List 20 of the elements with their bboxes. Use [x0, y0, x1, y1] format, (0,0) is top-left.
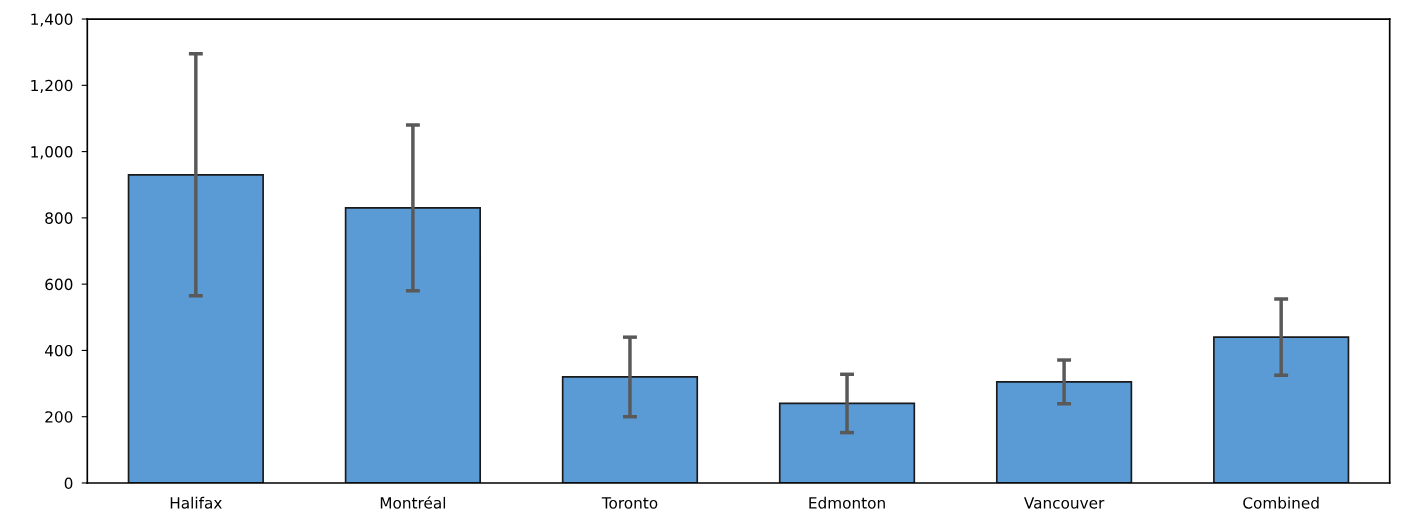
bar — [561, 376, 699, 483]
y-tick-label: 800 — [45, 212, 73, 224]
bar — [995, 381, 1133, 483]
y-tick-label: 400 — [44, 344, 73, 357]
y-tick-label: 1,400 — [31, 13, 73, 27]
x-tick-label: Vancouver — [1023, 497, 1105, 509]
x-tick-label: Toronto — [601, 497, 658, 509]
x-tick-label: Edmonton — [809, 496, 885, 509]
x-tick-label: Montréal — [380, 496, 446, 509]
x-tick-label: Halifax — [170, 496, 222, 509]
bar — [127, 173, 264, 483]
y-tick-label: 1,000 — [31, 146, 73, 160]
y-tick-label: 200 — [45, 411, 73, 423]
bar — [344, 207, 482, 483]
bar — [1213, 336, 1350, 483]
bar — [778, 402, 916, 483]
y-tick-label: 0 — [64, 477, 73, 489]
y-tick-label: 600 — [45, 278, 73, 291]
y-tick-label: 1,200 — [31, 79, 73, 93]
x-tick-label: Combined — [1243, 496, 1319, 509]
